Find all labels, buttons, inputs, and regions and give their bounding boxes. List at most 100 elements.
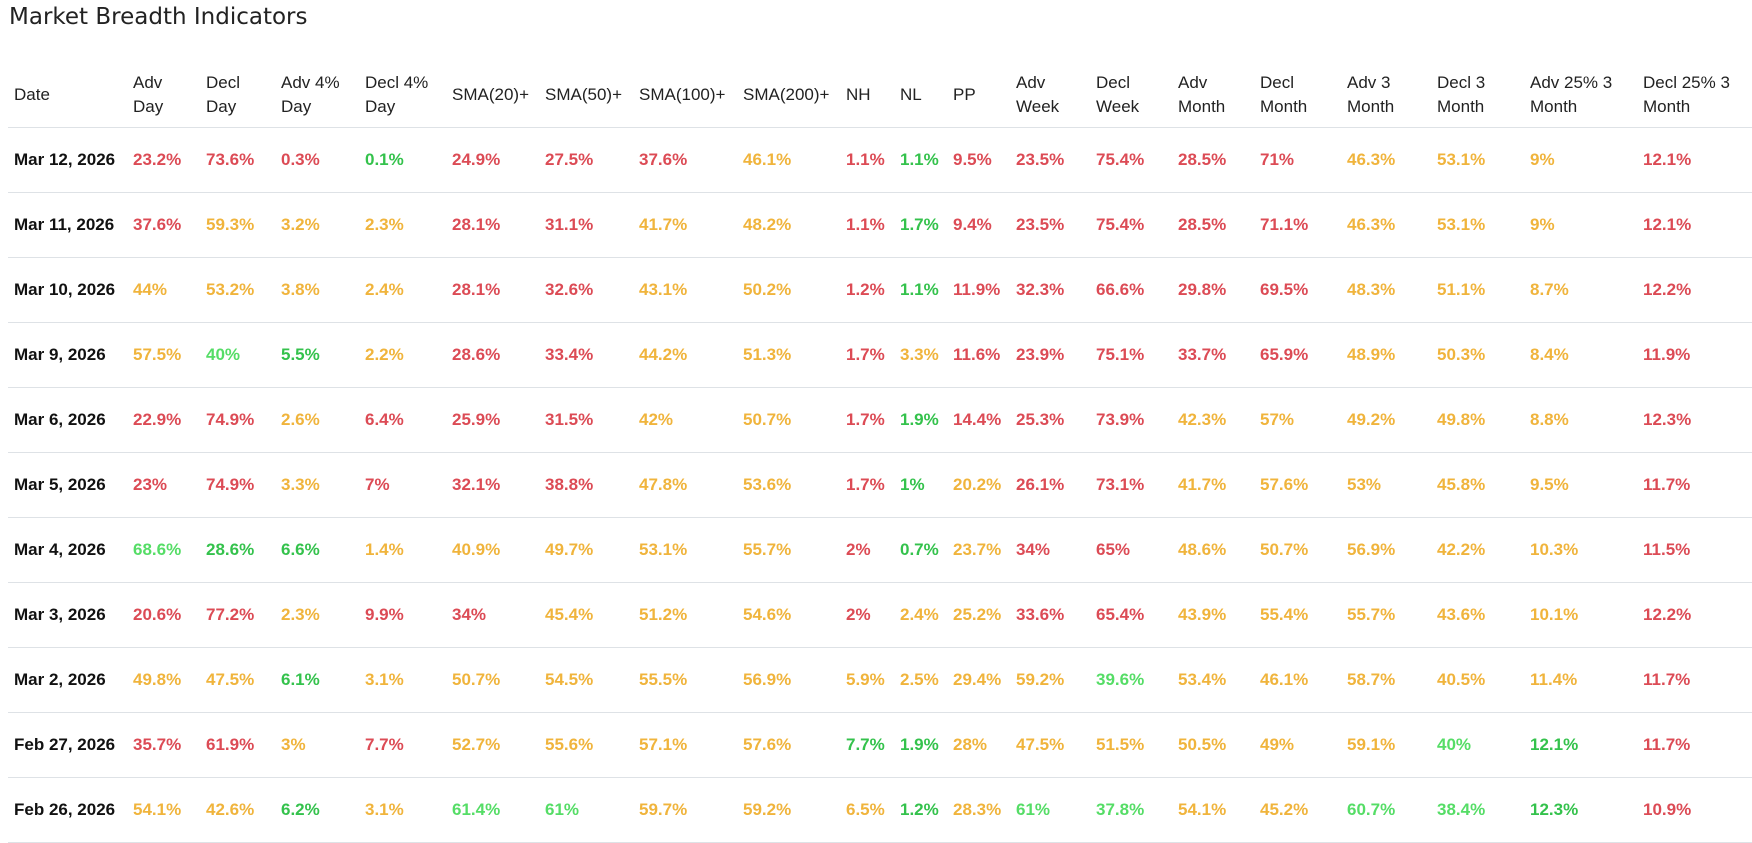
table-row: Mar 6, 2026 22.9% 74.9% 2.6% 6.4% 25.9% 31.5% 4… <box>8 387 1752 453</box>
cell-decl25-3month: 11.5% <box>1637 517 1752 583</box>
column-header-decl-week[interactable]: Decl Week <box>1090 62 1172 128</box>
cell-adv-week: 25.3% <box>1010 387 1090 453</box>
column-header-date[interactable]: Date <box>8 62 127 128</box>
column-header-adv-week[interactable]: Adv Week <box>1010 62 1090 128</box>
cell-sma200: 59.2% <box>737 777 840 843</box>
column-header-adv-day[interactable]: Adv Day <box>127 62 200 128</box>
cell-decl-month: 55.4% <box>1254 582 1341 648</box>
column-header-adv3-month[interactable]: Adv 3 Month <box>1341 62 1431 128</box>
column-header-adv25-3month[interactable]: Adv 25% 3 Month <box>1524 62 1637 128</box>
cell-sma50: 31.5% <box>539 387 633 453</box>
cell-decl4-day: 9.9% <box>359 582 446 648</box>
column-header-decl-month[interactable]: Decl Month <box>1254 62 1341 128</box>
cell-nl: 2.4% <box>894 582 947 648</box>
column-header-sma20[interactable]: SMA(20)+ <box>446 62 539 128</box>
cell-adv-day: 49.8% <box>127 647 200 713</box>
cell-decl25-3month: 12.1% <box>1637 127 1752 193</box>
column-header-sma100[interactable]: SMA(100)+ <box>633 62 737 128</box>
cell-adv-week: 47.5% <box>1010 712 1090 778</box>
cell-decl3-month: 40.5% <box>1431 647 1524 713</box>
cell-nl: 1.9% <box>894 387 947 453</box>
cell-decl4-day: 6.4% <box>359 387 446 453</box>
cell-sma20: 25.9% <box>446 387 539 453</box>
column-header-nh[interactable]: NH <box>840 62 894 128</box>
cell-adv-day: 35.7% <box>127 712 200 778</box>
cell-pp: 29.4% <box>947 647 1010 713</box>
cell-adv-month: 42.3% <box>1172 387 1254 453</box>
cell-decl-week: 75.1% <box>1090 322 1172 388</box>
column-header-decl25-3month[interactable]: Decl 25% 3 Month <box>1637 62 1752 128</box>
cell-nh: 5.9% <box>840 647 894 713</box>
cell-decl4-day: 7% <box>359 452 446 518</box>
column-header-adv-month[interactable]: Adv Month <box>1172 62 1254 128</box>
cell-nh: 2% <box>840 582 894 648</box>
cell-adv25-3month: 12.3% <box>1524 777 1637 843</box>
column-header-pp[interactable]: PP <box>947 62 1010 128</box>
cell-adv-week: 33.6% <box>1010 582 1090 648</box>
cell-sma200: 55.7% <box>737 517 840 583</box>
cell-adv4-day: 3.8% <box>275 257 359 323</box>
cell-sma50: 49.7% <box>539 517 633 583</box>
cell-nl: 0.7% <box>894 517 947 583</box>
cell-adv4-day: 3.3% <box>275 452 359 518</box>
cell-adv3-month: 60.7% <box>1341 777 1431 843</box>
cell-sma100: 55.5% <box>633 647 737 713</box>
column-header-decl4-day[interactable]: Decl 4% Day <box>359 62 446 128</box>
cell-decl-week: 73.1% <box>1090 452 1172 518</box>
cell-decl-day: 59.3% <box>200 192 275 258</box>
table-row: Feb 26, 2026 54.1% 42.6% 6.2% 3.1% 61.4% 61% 59… <box>8 777 1752 843</box>
cell-sma200: 51.3% <box>737 322 840 388</box>
cell-nl: 2.5% <box>894 647 947 713</box>
cell-decl3-month: 40% <box>1431 712 1524 778</box>
cell-decl4-day: 7.7% <box>359 712 446 778</box>
cell-nh: 7.7% <box>840 712 894 778</box>
cell-sma100: 51.2% <box>633 582 737 648</box>
cell-adv25-3month: 9% <box>1524 192 1637 258</box>
cell-pp: 23.7% <box>947 517 1010 583</box>
page-title: Market Breadth Indicators <box>9 4 308 30</box>
column-header-adv4-day[interactable]: Adv 4% Day <box>275 62 359 128</box>
cell-sma20: 40.9% <box>446 517 539 583</box>
table-row: Feb 27, 2026 35.7% 61.9% 3% 7.7% 52.7% 55.6% 57… <box>8 712 1752 778</box>
cell-pp: 28.3% <box>947 777 1010 843</box>
column-header-nl[interactable]: NL <box>894 62 947 128</box>
row-date: Mar 2, 2026 <box>8 647 127 713</box>
cell-sma200: 48.2% <box>737 192 840 258</box>
cell-adv-week: 59.2% <box>1010 647 1090 713</box>
cell-decl25-3month: 10.9% <box>1637 777 1752 843</box>
table-row: Mar 10, 2026 44% 53.2% 3.8% 2.4% 28.1% 32.6% 43… <box>8 257 1752 323</box>
cell-decl3-month: 51.1% <box>1431 257 1524 323</box>
cell-decl-day: 47.5% <box>200 647 275 713</box>
cell-adv3-month: 49.2% <box>1341 387 1431 453</box>
cell-adv3-month: 53% <box>1341 452 1431 518</box>
cell-sma200: 56.9% <box>737 647 840 713</box>
column-header-decl-day[interactable]: Decl Day <box>200 62 275 128</box>
row-date: Mar 10, 2026 <box>8 257 127 323</box>
column-header-sma200[interactable]: SMA(200)+ <box>737 62 840 128</box>
cell-nh: 6.5% <box>840 777 894 843</box>
cell-nh: 2% <box>840 517 894 583</box>
cell-sma20: 50.7% <box>446 647 539 713</box>
cell-decl-month: 57.6% <box>1254 452 1341 518</box>
cell-decl25-3month: 11.7% <box>1637 452 1752 518</box>
cell-nh: 1.2% <box>840 257 894 323</box>
cell-adv-day: 23% <box>127 452 200 518</box>
cell-decl3-month: 45.8% <box>1431 452 1524 518</box>
cell-nh: 1.1% <box>840 192 894 258</box>
column-header-decl3-month[interactable]: Decl 3 Month <box>1431 62 1524 128</box>
table-row: Mar 12, 2026 23.2% 73.6% 0.3% 0.1% 24.9% 27.5%… <box>8 127 1752 193</box>
cell-adv-month: 43.9% <box>1172 582 1254 648</box>
column-header-sma50[interactable]: SMA(50)+ <box>539 62 633 128</box>
cell-adv-day: 68.6% <box>127 517 200 583</box>
cell-pp: 25.2% <box>947 582 1010 648</box>
cell-adv-month: 33.7% <box>1172 322 1254 388</box>
cell-adv3-month: 48.3% <box>1341 257 1431 323</box>
cell-adv4-day: 2.6% <box>275 387 359 453</box>
cell-decl3-month: 38.4% <box>1431 777 1524 843</box>
cell-adv25-3month: 8.7% <box>1524 257 1637 323</box>
cell-adv4-day: 2.3% <box>275 582 359 648</box>
cell-sma50: 27.5% <box>539 127 633 193</box>
cell-adv-week: 32.3% <box>1010 257 1090 323</box>
cell-adv-month: 29.8% <box>1172 257 1254 323</box>
table-row: Mar 4, 2026 68.6% 28.6% 6.6% 1.4% 40.9% 49.7% 5… <box>8 517 1752 583</box>
